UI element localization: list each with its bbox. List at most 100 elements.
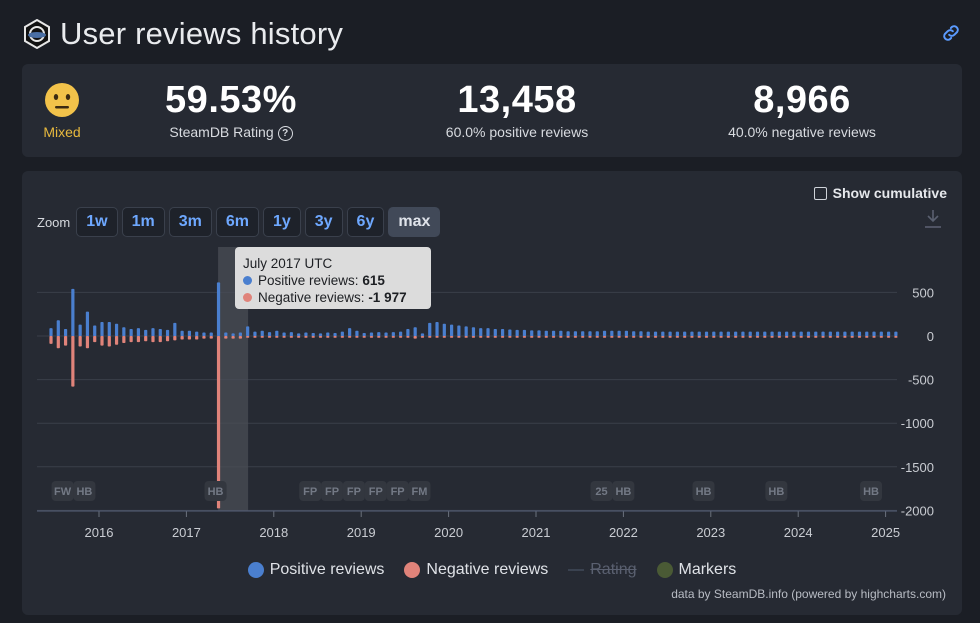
positive-bar[interactable] <box>49 328 53 336</box>
negative-bar[interactable] <box>63 336 68 346</box>
negative-bar[interactable] <box>588 336 592 338</box>
positive-bar[interactable] <box>887 331 891 336</box>
negative-bar[interactable] <box>821 336 825 338</box>
negative-bar[interactable] <box>49 336 53 344</box>
negative-bar[interactable] <box>435 336 439 338</box>
reviews-chart[interactable]: 500 0 -500 -1000 -1500 -2000 2016 2017 2018 2019 2… <box>22 171 962 615</box>
positive-bar[interactable] <box>573 331 578 336</box>
negative-bar[interactable] <box>544 336 548 338</box>
negative-bar[interactable] <box>413 336 417 339</box>
positive-bar[interactable] <box>486 328 490 336</box>
negative-bar[interactable] <box>442 336 446 338</box>
positive-bar[interactable] <box>624 330 628 336</box>
negative-bar[interactable] <box>289 336 293 338</box>
positive-bar[interactable] <box>668 331 672 336</box>
marker-badge[interactable] <box>692 481 715 501</box>
negative-bar[interactable] <box>632 336 636 338</box>
legend-rating[interactable]: Rating <box>568 561 637 579</box>
negative-bar[interactable] <box>311 336 315 338</box>
positive-bar[interactable] <box>355 330 359 336</box>
negative-bar[interactable] <box>573 336 578 338</box>
negative-bar[interactable] <box>100 336 104 346</box>
zoom-3m-button[interactable]: 3m <box>168 207 212 237</box>
positive-bar[interactable] <box>420 333 425 336</box>
positive-bar[interactable] <box>78 324 82 336</box>
marker-badge[interactable] <box>204 481 227 501</box>
negative-bar[interactable] <box>144 336 148 342</box>
legend-positive[interactable]: Positive reviews <box>247 561 384 579</box>
positive-bar[interactable] <box>479 328 483 336</box>
negative-bar[interactable] <box>202 336 206 339</box>
positive-bar[interactable] <box>348 328 352 336</box>
negative-bar[interactable] <box>457 336 461 338</box>
zoom-3y-button[interactable]: 3y <box>304 207 343 237</box>
positive-bar[interactable] <box>697 331 701 336</box>
negative-bar[interactable] <box>377 336 381 338</box>
negative-bar[interactable] <box>282 336 286 338</box>
positive-bar[interactable] <box>413 327 417 336</box>
positive-bar[interactable] <box>187 330 191 336</box>
positive-bar[interactable] <box>777 331 781 336</box>
legend-markers[interactable]: Markers <box>656 561 736 579</box>
negative-bar[interactable] <box>122 336 126 343</box>
positive-bar[interactable] <box>471 327 476 336</box>
negative-bar[interactable] <box>704 336 709 338</box>
negative-bar[interactable] <box>238 336 242 339</box>
negative-bar[interactable] <box>850 336 854 338</box>
negative-bar[interactable] <box>559 336 563 338</box>
negative-bar[interactable] <box>624 336 628 338</box>
negative-bar[interactable] <box>734 336 738 338</box>
negative-bar[interactable] <box>56 336 60 349</box>
negative-bar[interactable] <box>581 336 585 338</box>
positive-bar[interactable] <box>93 325 97 336</box>
negative-bar[interactable] <box>697 336 701 338</box>
negative-bar[interactable] <box>653 336 658 338</box>
negative-bar[interactable] <box>806 336 811 338</box>
positive-bar[interactable] <box>500 329 505 336</box>
positive-bar[interactable] <box>588 331 592 336</box>
positive-bar[interactable] <box>180 330 184 336</box>
positive-bar[interactable] <box>129 329 133 336</box>
positive-bar[interactable] <box>770 331 774 336</box>
negative-bar[interactable] <box>428 336 432 338</box>
negative-bar[interactable] <box>872 336 876 338</box>
marker-badge[interactable] <box>299 481 322 501</box>
negative-bar[interactable] <box>173 336 177 341</box>
marker-badge[interactable] <box>860 481 883 501</box>
positive-bar[interactable] <box>683 331 687 336</box>
negative-bar[interactable] <box>260 336 264 338</box>
positive-bar[interactable] <box>872 331 876 336</box>
negative-bar[interactable] <box>362 336 366 338</box>
negative-bar[interactable] <box>602 336 607 338</box>
negative-bar[interactable] <box>799 336 803 338</box>
zoom-6y-button[interactable]: 6y <box>346 207 385 237</box>
negative-bar[interactable] <box>530 336 534 338</box>
positive-bar[interactable] <box>595 331 599 336</box>
negative-bar[interactable] <box>887 336 891 338</box>
positive-bar[interactable] <box>144 329 148 336</box>
negative-bar[interactable] <box>719 336 723 338</box>
positive-bar[interactable] <box>763 331 767 336</box>
negative-bar[interactable] <box>71 336 75 387</box>
positive-bar[interactable] <box>755 331 760 336</box>
negative-bar[interactable] <box>785 336 789 338</box>
positive-bar[interactable] <box>537 330 541 336</box>
marker-badge[interactable] <box>408 481 431 501</box>
negative-bar[interactable] <box>712 336 716 338</box>
negative-bar[interactable] <box>158 336 162 343</box>
positive-bar[interactable] <box>297 333 301 336</box>
marker-badge[interactable] <box>765 481 788 501</box>
negative-bar[interactable] <box>85 336 90 349</box>
positive-bar[interactable] <box>748 331 752 336</box>
positive-bar[interactable] <box>828 331 832 336</box>
positive-bar[interactable] <box>741 331 745 336</box>
negative-bar[interactable] <box>610 336 614 338</box>
negative-bar[interactable] <box>391 336 395 338</box>
positive-bar[interactable] <box>289 332 293 336</box>
positive-bar[interactable] <box>821 331 825 336</box>
positive-bar[interactable] <box>406 329 410 336</box>
help-icon[interactable]: ? <box>277 126 293 141</box>
negative-bar[interactable] <box>195 336 199 340</box>
positive-bar[interactable] <box>391 332 395 336</box>
positive-bar[interactable] <box>100 322 104 336</box>
